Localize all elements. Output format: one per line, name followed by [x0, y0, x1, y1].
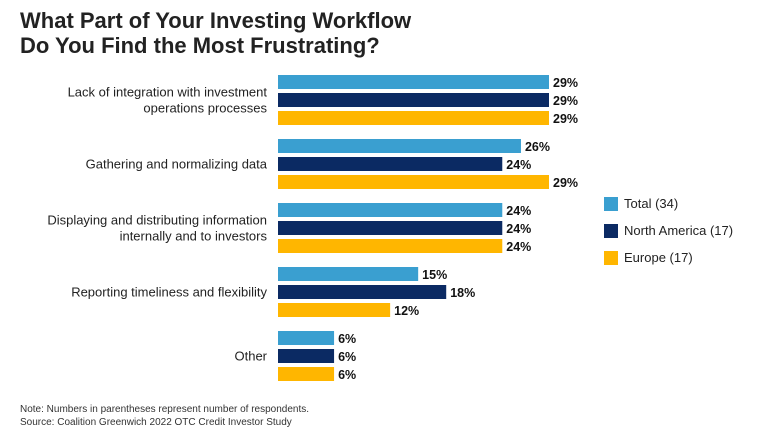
note-source: Source: Coalition Greenwich 2022 OTC Cre… [20, 416, 292, 428]
category-label-other-line-1: Other [234, 349, 267, 364]
bar-gathering-and-normalizing-data-europe-17 [278, 175, 549, 189]
chart-title-line-1: What Part of Your Investing Workflow [20, 8, 412, 33]
chart-title: What Part of Your Investing Workflow Do … [20, 8, 580, 58]
bar-other-north-america-17 [278, 349, 335, 363]
legend-label-north-america: North America (17) [624, 223, 734, 238]
bar-other-total-34 [278, 331, 335, 345]
legend-item-north-america: North America (17) [604, 217, 733, 244]
bar-lack-of-integration-with-investment-operations-processes-total-34 [278, 75, 549, 89]
category-label-gathering-and-normalizing-data-line-1: Gathering and normalizing data [86, 157, 268, 172]
value-label-other-total-34: 6% [338, 332, 356, 346]
value-label-other-north-america-17: 6% [338, 350, 356, 364]
bar-displaying-and-distributing-information-internally-and-to-investors-europe-17 [278, 239, 503, 253]
bar-lack-of-integration-with-investment-operations-processes-north-america-17 [278, 93, 549, 107]
legend-swatch-total [604, 196, 618, 211]
bar-other-europe-17 [278, 367, 335, 381]
note-respondents: Note: Numbers in parentheses represent n… [20, 404, 310, 415]
value-label-reporting-timeliness-and-flexibility-total-34: 15% [422, 268, 447, 282]
bar-gathering-and-normalizing-data-north-america-17 [278, 157, 503, 171]
category-label-reporting-timeliness-and-flexibility-line-1: Reporting timeliness and flexibility [71, 285, 267, 300]
legend-label-total: Total (34) [624, 196, 679, 211]
chart-title-line-2: Do You Find the Most Frustrating? [20, 33, 380, 58]
value-label-gathering-and-normalizing-data-north-america-17: 24% [506, 158, 531, 172]
value-label-reporting-timeliness-and-flexibility-north-america-17: 18% [450, 286, 475, 300]
value-label-reporting-timeliness-and-flexibility-europe-17: 12% [394, 304, 419, 318]
legend-item-total: Total (34) [604, 190, 733, 217]
legend-item-europe: Europe (17) [604, 244, 733, 271]
legend-label-europe: Europe (17) [624, 250, 693, 265]
value-label-displaying-and-distributing-information-internally-and-to-investors-europe-17: 24% [506, 240, 531, 254]
bar-reporting-timeliness-and-flexibility-north-america-17 [278, 285, 447, 299]
bar-displaying-and-distributing-information-internally-and-to-investors-total-34 [278, 203, 503, 217]
bar-reporting-timeliness-and-flexibility-total-34 [278, 267, 419, 281]
value-label-gathering-and-normalizing-data-europe-17: 29% [553, 176, 578, 190]
value-label-lack-of-integration-with-investment-operations-processes-europe-17: 29% [553, 112, 578, 126]
category-label-displaying-and-distributing-information-internally-and-to-investors-line-1: Displaying and distributing information [47, 213, 267, 228]
bar-gathering-and-normalizing-data-total-34 [278, 139, 521, 153]
bar-lack-of-integration-with-investment-operations-processes-europe-17 [278, 111, 549, 125]
value-label-other-europe-17: 6% [338, 368, 356, 382]
value-label-displaying-and-distributing-information-internally-and-to-investors-north-america-17: 24% [506, 222, 531, 236]
category-label-lack-of-integration-with-investment-operations-processes-line-2: operations processes [143, 101, 267, 116]
category-label-displaying-and-distributing-information-internally-and-to-investors-line-2: internally and to investors [120, 229, 268, 244]
value-label-gathering-and-normalizing-data-total-34: 26% [525, 140, 550, 154]
category-label-lack-of-integration-with-investment-operations-processes-line-1: Lack of integration with investment [68, 85, 268, 100]
legend-swatch-europe [604, 250, 618, 265]
chart-legend: Total (34) North America (17) Europe (17… [604, 190, 733, 271]
bar-displaying-and-distributing-information-internally-and-to-investors-north-america-17 [278, 221, 503, 235]
value-label-lack-of-integration-with-investment-operations-processes-total-34: 29% [553, 76, 578, 90]
bar-reporting-timeliness-and-flexibility-europe-17 [278, 303, 391, 317]
value-label-lack-of-integration-with-investment-operations-processes-north-america-17: 29% [553, 94, 578, 108]
value-label-displaying-and-distributing-information-internally-and-to-investors-total-34: 24% [506, 204, 531, 218]
chart-notes: Note: Numbers in parentheses represent n… [20, 404, 309, 429]
legend-swatch-north-america [604, 223, 618, 238]
